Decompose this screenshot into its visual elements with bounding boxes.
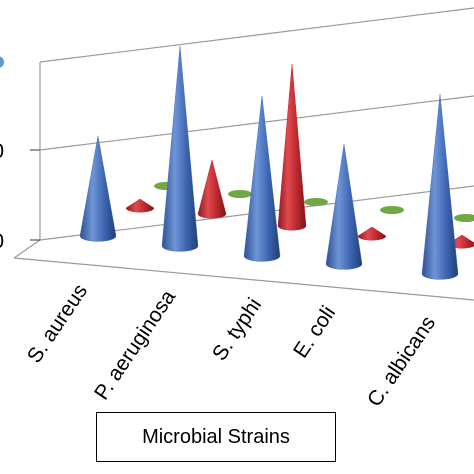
category-labels: S. aureus P. aeruginosa S. typhi E. coli… [23,280,440,411]
cone-s2-4 [357,226,387,241]
category-label-5: C. albicans [363,312,440,411]
cone-s1-5 [421,93,459,280]
y-tick-label-1: 0 [0,140,4,163]
category-label-2: P. aeruginosa [90,286,180,404]
cone-s1-1 [79,135,117,242]
cone-s3-5 [454,214,474,222]
back-wall-top [39,7,474,63]
cone-s1-2 [161,45,199,252]
category-label-3: S. typhi [208,294,266,365]
gridline-mid [39,95,474,151]
cone-s2-3 [277,63,307,231]
cone-s1-3 [243,95,281,262]
cone-s2-1 [125,198,155,213]
cone-s2-2 [197,159,227,219]
x-axis-title: Microbial Strains [96,412,336,462]
cone-s1-4 [325,143,363,270]
y-tick-label-2: 0 [0,230,4,253]
plot-frame [0,7,474,301]
cone-s3-3 [304,198,328,206]
floor-left-edge [13,239,41,259]
chart-marks [79,45,474,280]
floor-front-edge [13,257,474,301]
partial-legend-marker [0,56,4,68]
cone-s3-2 [228,190,252,198]
category-label-4: E. coli [289,302,340,362]
cone-s3-4 [380,206,404,214]
category-label-1: S. aureus [23,280,92,367]
